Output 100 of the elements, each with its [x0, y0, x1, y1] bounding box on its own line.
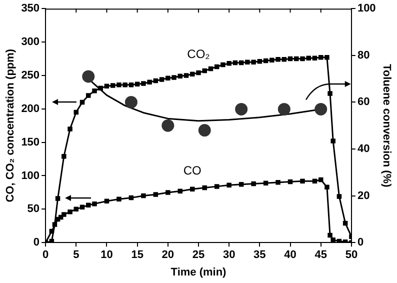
- point: [312, 56, 318, 60]
- point: [288, 56, 293, 62]
- point: [324, 184, 330, 190]
- point: [226, 61, 232, 66]
- point: [312, 178, 318, 184]
- point: [238, 182, 244, 187]
- point: [128, 82, 134, 88]
- point: [116, 196, 122, 202]
- point: [342, 220, 348, 226]
- x-tick-label: 40: [284, 249, 296, 262]
- point: [178, 188, 183, 194]
- point: [153, 192, 158, 197]
- y-axis-title: CO, CO₂ concentration (ppm): [4, 48, 17, 202]
- point: [122, 82, 128, 88]
- point: [300, 56, 305, 62]
- point: [159, 77, 164, 82]
- point: [324, 55, 330, 60]
- point: [147, 80, 152, 85]
- series-label: CO₂: [187, 47, 210, 62]
- x-tick-label: 45: [314, 249, 327, 262]
- point: [282, 57, 287, 62]
- point: [220, 62, 226, 68]
- series-label: CO: [183, 163, 202, 178]
- point: [202, 68, 207, 74]
- point: [257, 59, 262, 64]
- point: [190, 186, 195, 192]
- x-tick-label: 50: [345, 249, 358, 262]
- point: [328, 232, 332, 238]
- point: [330, 138, 336, 144]
- y2-tick-label: 60: [357, 96, 370, 108]
- point: [172, 75, 176, 80]
- point: [62, 212, 66, 217]
- point: [202, 185, 207, 190]
- point: [124, 96, 138, 108]
- point: [238, 60, 244, 66]
- x-tick-label: 15: [131, 249, 144, 262]
- x-tick-label: 30: [222, 249, 236, 262]
- y2-tick-label: 40: [357, 143, 370, 156]
- point: [235, 102, 248, 116]
- point: [336, 194, 342, 199]
- point: [55, 196, 60, 201]
- y-tick-label: 150: [21, 136, 40, 148]
- point: [74, 206, 79, 212]
- x-tick-label: 25: [192, 249, 205, 262]
- point: [98, 86, 103, 91]
- point: [263, 180, 268, 186]
- point: [300, 178, 305, 184]
- y2-tick-label: 0: [357, 236, 364, 249]
- y-tick-label: 50: [27, 203, 40, 216]
- y-tick-label: 0: [33, 236, 40, 249]
- x-tick-label: 10: [100, 249, 113, 262]
- point: [198, 124, 211, 137]
- point: [104, 198, 110, 204]
- point: [214, 64, 220, 70]
- point: [314, 102, 328, 116]
- y2-tick-label: 100: [357, 2, 376, 15]
- point: [128, 195, 134, 200]
- point: [134, 82, 140, 87]
- point: [263, 58, 268, 64]
- x-tick-label: 0: [42, 249, 49, 262]
- point: [208, 66, 214, 72]
- point: [318, 55, 324, 60]
- point: [306, 56, 311, 60]
- y2-axis-title: Toluene conversion (%): [380, 64, 392, 188]
- point: [52, 222, 58, 227]
- point: [226, 182, 232, 188]
- point: [62, 154, 66, 159]
- point: [190, 72, 195, 76]
- point: [82, 70, 95, 83]
- point: [68, 126, 72, 132]
- point: [110, 83, 116, 88]
- y-tick-label: 100: [21, 170, 40, 182]
- point: [276, 57, 280, 62]
- point: [294, 56, 299, 62]
- y2-tick-label: 80: [357, 49, 370, 62]
- x-tick-label: 20: [162, 249, 174, 262]
- point: [166, 190, 170, 195]
- point: [232, 60, 238, 66]
- point: [245, 60, 250, 64]
- point: [153, 78, 158, 84]
- y-tick-label: 300: [21, 36, 40, 48]
- point: [80, 204, 85, 210]
- point: [74, 110, 79, 115]
- point: [141, 81, 146, 86]
- point: [328, 91, 332, 96]
- point: [86, 93, 91, 98]
- point: [92, 88, 97, 94]
- point: [270, 58, 274, 62]
- point: [86, 202, 91, 208]
- x-tick-label: 5: [73, 249, 80, 262]
- point: [116, 82, 122, 88]
- point: [166, 76, 170, 81]
- point: [178, 74, 183, 78]
- point: [318, 177, 324, 182]
- y-tick-label: 250: [21, 69, 40, 82]
- x-axis-title: Time (min): [170, 266, 227, 278]
- point: [276, 180, 280, 185]
- point: [68, 209, 72, 214]
- point: [251, 60, 256, 64]
- point: [278, 102, 290, 116]
